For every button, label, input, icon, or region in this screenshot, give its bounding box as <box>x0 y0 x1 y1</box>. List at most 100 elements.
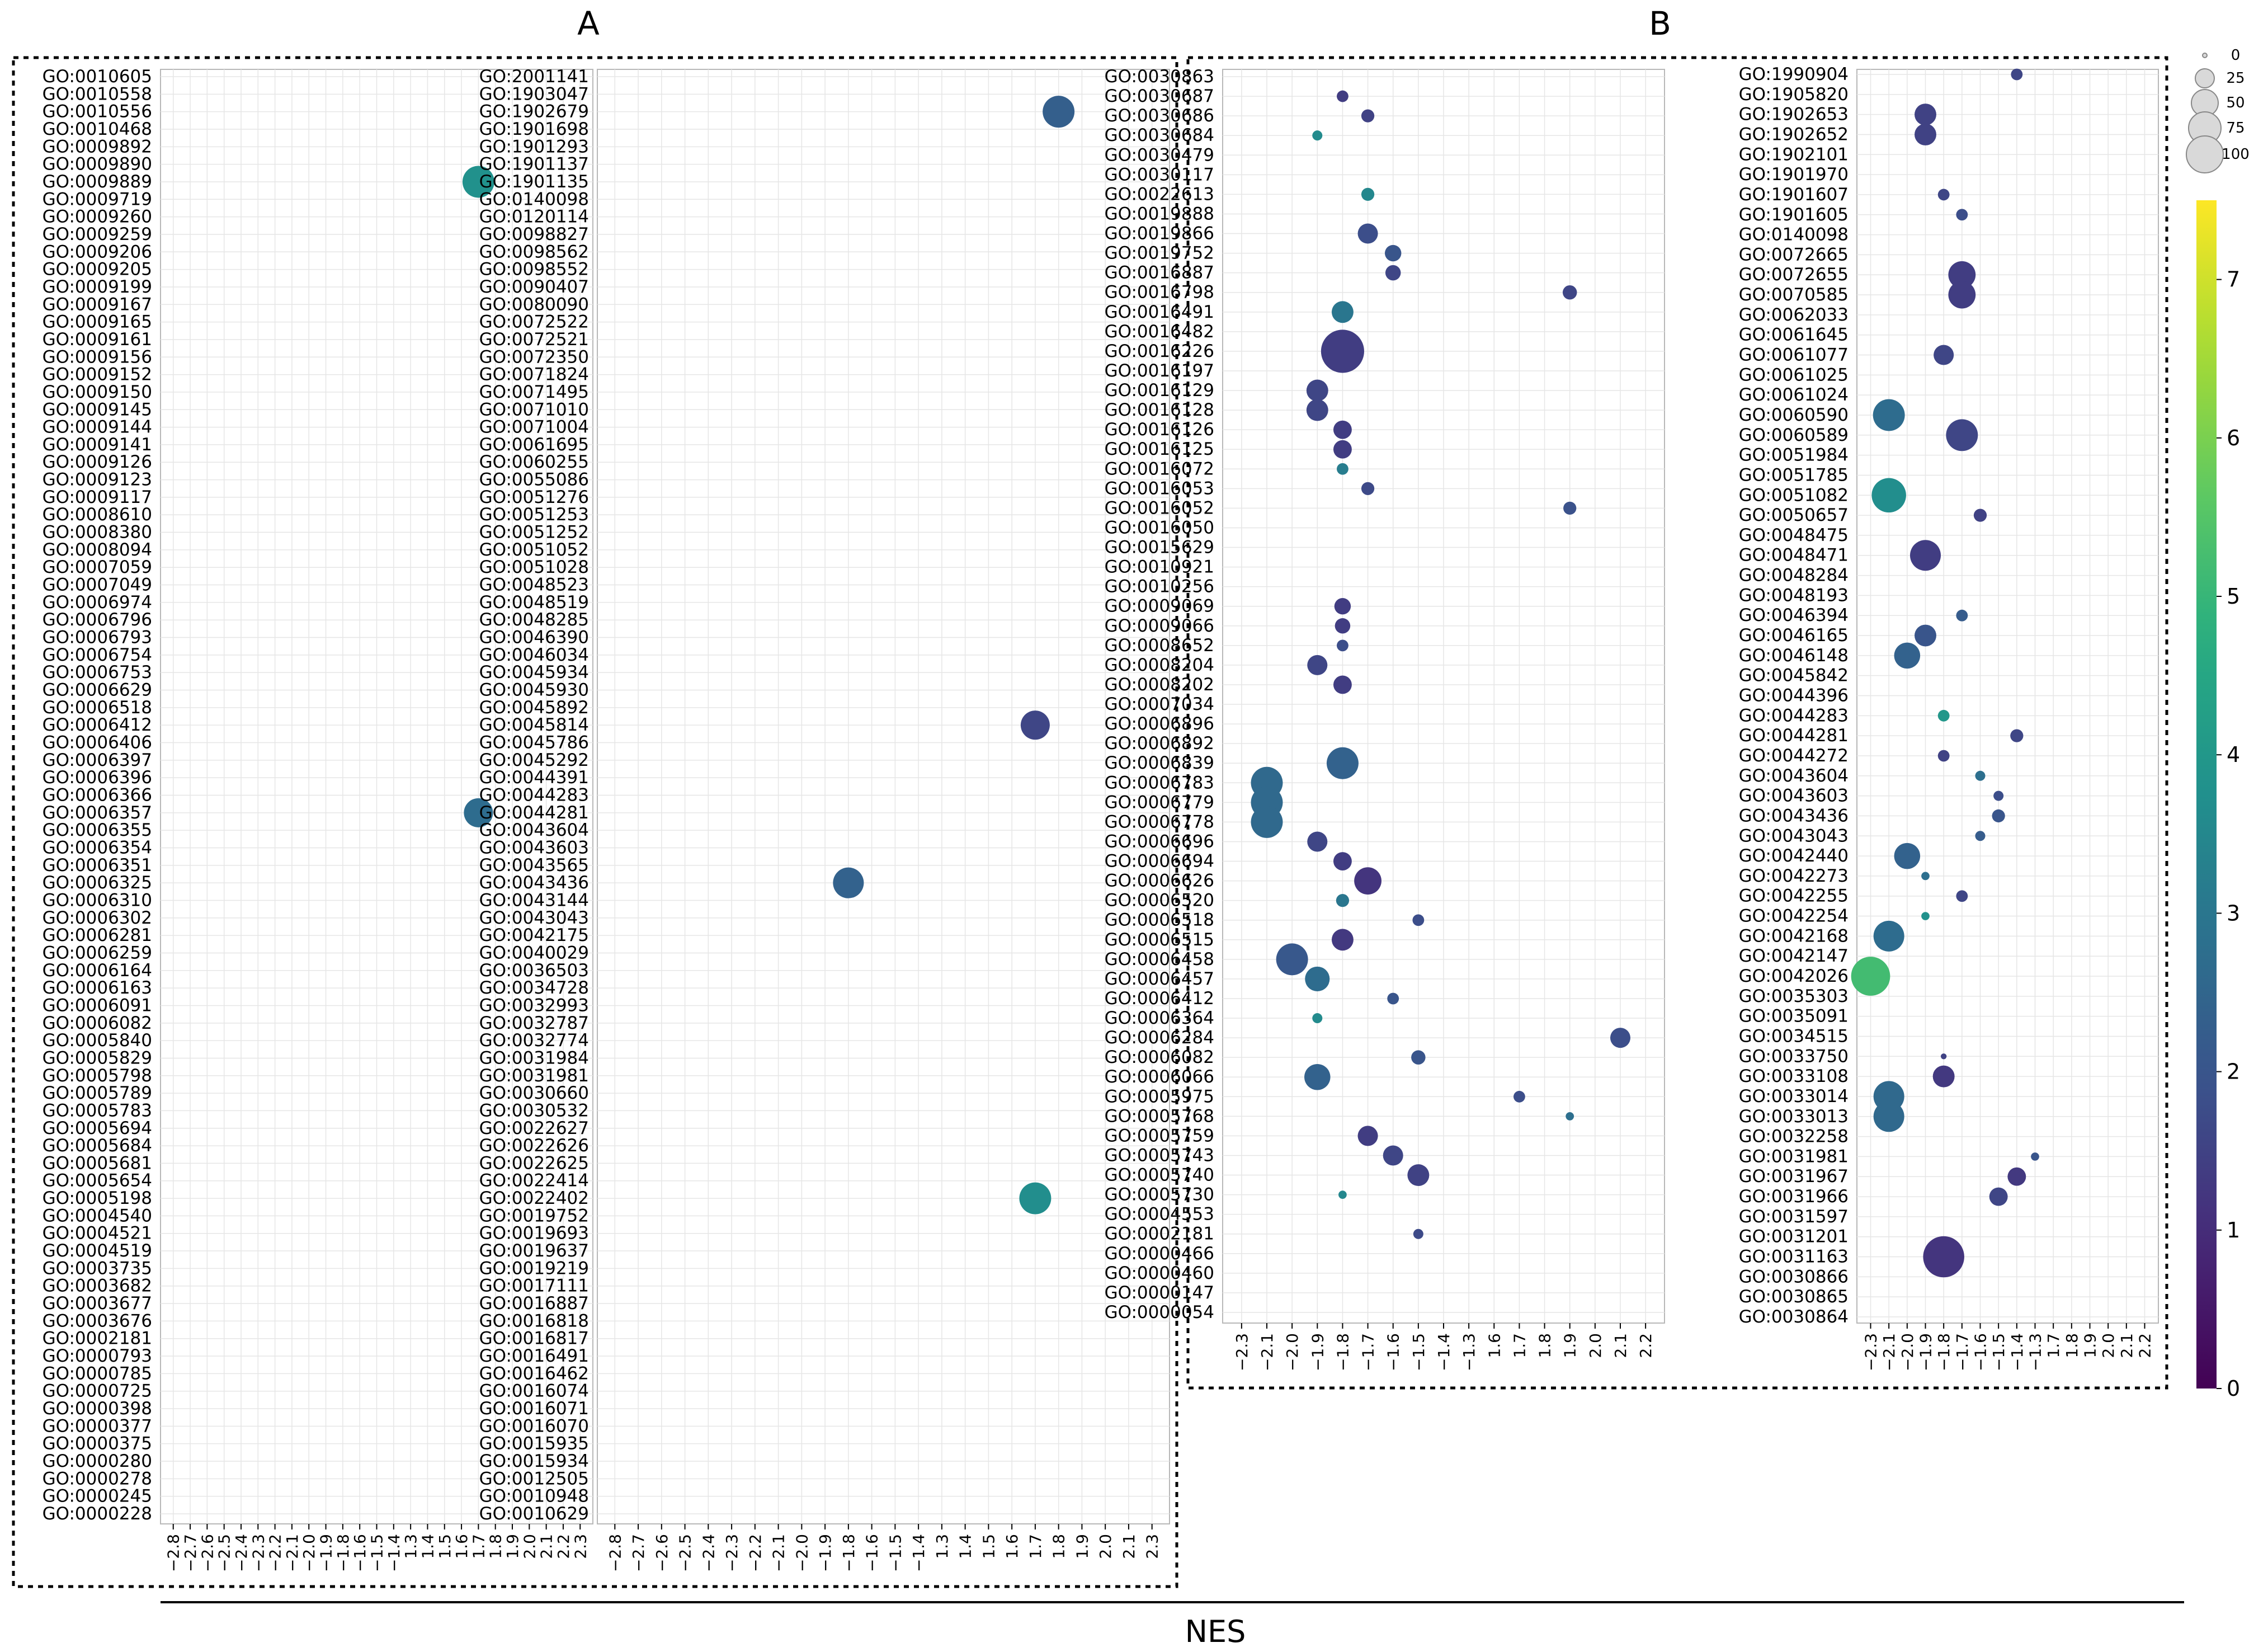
y-tick-label: GO:0042255 <box>1739 886 1849 906</box>
x-tick-label: 2.1 <box>537 1534 556 1559</box>
x-tick-label: −2.2 <box>266 1534 285 1572</box>
y-tick-label: GO:0007059 <box>43 557 152 577</box>
y-tick-label: GO:0000785 <box>43 1363 152 1383</box>
x-tick-label: −2.6 <box>653 1534 671 1572</box>
data-point <box>1337 639 1348 652</box>
data-point <box>1948 261 1976 289</box>
y-tick-label: GO:0043144 <box>479 890 589 910</box>
y-tick-label: GO:0051276 <box>479 487 589 507</box>
colorbar-tick-label: 4 <box>2227 742 2240 767</box>
data-point <box>1513 1090 1525 1103</box>
y-tick-label: GO:0006302 <box>43 908 152 928</box>
y-tick-label: GO:1901293 <box>479 137 589 157</box>
y-tick-label: GO:0042168 <box>1739 926 1849 946</box>
y-tick-label: GO:0050657 <box>1739 505 1849 525</box>
y-tick-label: GO:0072655 <box>1739 265 1849 285</box>
data-point <box>1307 831 1328 852</box>
data-point <box>1333 675 1352 694</box>
y-tick-label: GO:0035303 <box>1739 986 1849 1006</box>
data-point <box>1956 890 1968 902</box>
data-point <box>1361 187 1375 201</box>
x-tick-label: −1.6 <box>1384 1333 1403 1371</box>
y-tick-label: GO:0005798 <box>43 1066 152 1086</box>
y-tick-label: GO:0051082 <box>1739 485 1849 505</box>
x-tick-label: 1.8 <box>2063 1333 2081 1358</box>
y-tick-label: GO:0006457 <box>1105 969 1214 989</box>
y-tick-label: GO:0048285 <box>479 610 589 630</box>
y-tick-label: GO:0071495 <box>479 382 589 402</box>
y-tick-label: GO:0016052 <box>1105 498 1214 518</box>
y-tick-label: GO:0005694 <box>43 1118 152 1138</box>
y-tick-label: GO:0140098 <box>1739 225 1849 245</box>
x-tick-label: 2.1 <box>1611 1333 1630 1358</box>
data-point <box>1307 655 1328 675</box>
data-point <box>1566 1112 1574 1121</box>
y-tick-label: GO:0030660 <box>479 1083 589 1103</box>
y-tick-label: GO:0030479 <box>1105 145 1214 165</box>
y-tick-label: GO:0008652 <box>1105 636 1214 656</box>
x-tick-label: 1.7 <box>1510 1333 1529 1358</box>
x-tick-label: −2.1 <box>283 1534 301 1572</box>
data-point <box>1357 223 1378 244</box>
x-tick-label: 2.0 <box>520 1534 539 1559</box>
y-tick-label: GO:0032774 <box>479 1030 589 1051</box>
y-tick-label: GO:0017111 <box>479 1276 589 1296</box>
data-point <box>1948 281 1976 309</box>
y-tick-label: GO:0045292 <box>479 750 589 770</box>
y-tick-label: GO:0040029 <box>479 943 589 963</box>
x-tick-label: 1.5 <box>979 1534 998 1559</box>
x-tick-label: −1.8 <box>840 1534 858 1572</box>
y-tick-label: GO:0043436 <box>1739 806 1849 826</box>
y-tick-label: GO:0006754 <box>43 645 152 665</box>
x-tick-label: −1.4 <box>1435 1333 1453 1371</box>
data-point <box>1326 747 1359 779</box>
x-tick-label: 1.7 <box>1026 1534 1045 1559</box>
y-tick-label: GO:0043043 <box>479 908 589 928</box>
data-point <box>1336 894 1350 907</box>
y-tick-label: GO:0033014 <box>1739 1086 1849 1107</box>
y-tick-label: GO:0048519 <box>479 592 589 613</box>
y-tick-label: GO:0030864 <box>1739 1307 1849 1327</box>
y-tick-label: GO:0030865 <box>1739 1287 1849 1307</box>
data-point <box>1873 920 1904 952</box>
x-tick-label: 2.2 <box>1637 1333 1655 1358</box>
y-tick-label: GO:0006091 <box>43 995 152 1015</box>
y-tick-label: GO:0006796 <box>43 610 152 630</box>
y-tick-label: GO:0016462 <box>479 1363 589 1383</box>
y-tick-label: GO:0031163 <box>1739 1247 1849 1267</box>
data-point <box>1387 992 1399 1005</box>
scatter-panel-4: GO:1990904GO:1905820GO:1902653GO:1902652… <box>1739 64 2159 1371</box>
y-tick-label: GO:0060589 <box>1739 425 1849 445</box>
y-tick-label: GO:0006778 <box>1105 812 1214 832</box>
data-point <box>1334 598 1351 615</box>
y-tick-label: GO:0036503 <box>479 961 589 981</box>
y-tick-label: GO:0140098 <box>479 189 589 209</box>
x-tick-label: −1.3 <box>2026 1333 2045 1371</box>
y-tick-label: GO:0006412 <box>1105 989 1214 1009</box>
x-tick-label: 1.8 <box>1050 1534 1068 1559</box>
y-tick-label: GO:0019752 <box>1105 243 1214 263</box>
y-tick-label: GO:0006082 <box>1105 1047 1214 1067</box>
y-tick-label: GO:0033013 <box>1739 1107 1849 1127</box>
y-tick-label: GO:0016887 <box>479 1293 589 1314</box>
y-tick-label: GO:0044283 <box>1739 705 1849 726</box>
y-tick-label: GO:0035091 <box>1739 1006 1849 1027</box>
y-tick-label: GO:0006357 <box>43 803 152 823</box>
x-tick-label: −2.5 <box>215 1534 234 1572</box>
y-tick-label: GO:0006366 <box>43 785 152 806</box>
colorbar-gradient <box>2196 200 2217 1389</box>
x-tick-label: 2.1 <box>2118 1333 2136 1358</box>
y-tick-label: GO:0034515 <box>1739 1026 1849 1046</box>
x-tick-label: 2.1 <box>1120 1534 1138 1559</box>
y-tick-label: GO:1901605 <box>1739 205 1849 225</box>
data-point <box>1915 103 1936 126</box>
y-tick-label: GO:0016818 <box>479 1311 589 1331</box>
x-tick-label: −1.6 <box>863 1534 881 1572</box>
data-point <box>1937 750 1950 762</box>
x-tick-label: −2.6 <box>198 1534 216 1572</box>
data-point <box>1306 399 1328 421</box>
scatter-panels: GO:0010605GO:0010558GO:0010556GO:0010468… <box>43 64 2159 1572</box>
y-tick-label: GO:0000278 <box>43 1469 152 1489</box>
y-tick-label: GO:0019888 <box>1105 204 1214 224</box>
data-point <box>1331 929 1354 951</box>
